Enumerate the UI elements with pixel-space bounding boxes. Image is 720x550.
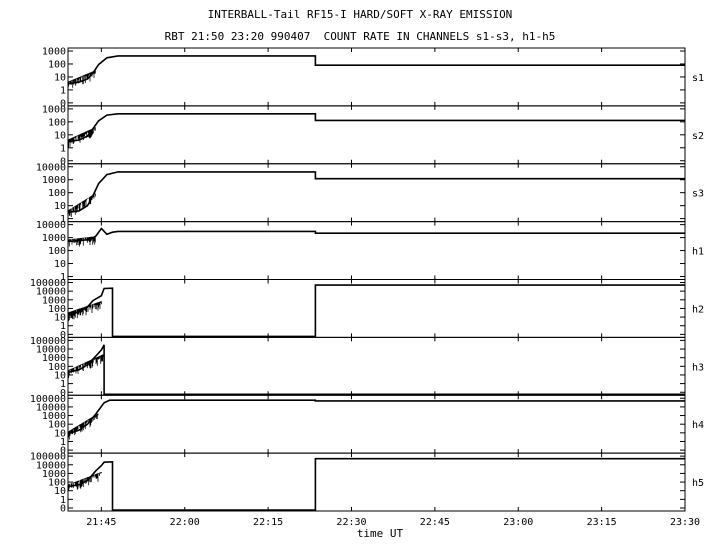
y-tick-label: 0 (60, 156, 66, 167)
x-tick-label: 22:00 (170, 517, 200, 528)
y-tick-label: 10 (54, 370, 66, 381)
y-tick-label: 100 (48, 59, 66, 70)
y-tick-label: 0 (60, 388, 66, 399)
panel-frame (67, 279, 686, 338)
panel-h1: 10000 1000 100 10 1 h1 (36, 220, 704, 283)
panel-label-s3: s3 (692, 189, 704, 200)
panel-frame (67, 221, 686, 280)
series-noise-s1 (67, 70, 96, 88)
x-axis-label: time UT (356, 527, 404, 540)
y-tick-label: 0 (60, 504, 66, 515)
series-noise-h2 (67, 301, 102, 321)
series-line-s3 (67, 171, 685, 214)
y-tick-label: 1 (60, 143, 66, 154)
y-tick-label: 1 (60, 214, 66, 225)
y-tick-label: 10000 (36, 220, 66, 231)
y-tick-label: 100 (48, 117, 66, 128)
panel-s3: 10000 1000 100 10 1 s3 (36, 162, 704, 225)
y-tick-label: 1000 (42, 233, 66, 244)
series-line-h1 (67, 227, 685, 243)
y-tick-label: 100 (48, 188, 66, 199)
panel-label-h3: h3 (692, 362, 704, 373)
y-tick-label: 100 (48, 304, 66, 315)
y-tick-label: 10000 (36, 460, 66, 471)
y-tick-label: 1000 (42, 469, 66, 480)
y-tick-label: 1 (60, 379, 66, 390)
panel-label-h5: h5 (692, 478, 704, 489)
x-tick-label: 23:15 (587, 517, 617, 528)
y-tick-label: 100 (48, 478, 66, 489)
x-tick-label: 23:30 (670, 517, 700, 528)
y-tick-label: 1 (60, 85, 66, 96)
series-noise-s3 (67, 193, 96, 217)
chart-subtitle: RBT 21:50 23:20 990407 COUNT RATE IN CHA… (164, 30, 556, 43)
panel-frame (67, 336, 686, 396)
x-tick-label: 23:00 (503, 517, 533, 528)
y-tick-label: 1000 (42, 411, 66, 422)
y-tick-label: 10 (54, 313, 66, 324)
y-tick-label: 1 (60, 321, 66, 332)
x-tick-label: 22:30 (336, 517, 366, 528)
panel-label-h1: h1 (692, 247, 704, 258)
panel-frame (67, 452, 686, 512)
y-tick-label: 0 (60, 330, 66, 341)
y-tick-label: 10000 (36, 287, 66, 298)
y-tick-label: 10 (54, 72, 66, 83)
y-tick-label: 1000 (42, 175, 66, 186)
series-line-h5 (67, 457, 685, 511)
y-tick-label: 100 (48, 246, 66, 257)
series-noise-s2 (67, 127, 96, 148)
panel-frame (67, 394, 686, 454)
series-line-s1 (67, 55, 685, 85)
series-noise-h1 (67, 236, 96, 247)
chart-title: INTERBALL-Tail RF15-I HARD/SOFT X-RAY EM… (207, 8, 513, 21)
series-noise-h3 (67, 353, 105, 379)
y-tick-label: 1000 (42, 47, 66, 58)
y-tick-label: 10000 (36, 162, 66, 173)
y-tick-label: 1000 (42, 353, 66, 364)
series-line-s2 (67, 113, 685, 143)
series-line-h4 (67, 399, 685, 435)
y-tick-label: 100000 (30, 336, 66, 347)
y-tick-label: 0 (60, 446, 66, 457)
y-tick-label: 1 (60, 272, 66, 283)
x-tick-label: 21:45 (86, 517, 116, 528)
y-tick-label: 0 (60, 98, 66, 109)
y-tick-label: 10000 (36, 402, 66, 413)
y-tick-label: 10 (54, 130, 66, 141)
y-tick-label: 100000 (30, 452, 66, 463)
panel-label-s1: s1 (692, 73, 704, 84)
y-tick-label: 100000 (30, 278, 66, 289)
y-tick-label: 1000 (42, 104, 66, 115)
series-noise-h4 (67, 413, 99, 440)
panel-label-s2: s2 (692, 131, 704, 142)
y-tick-label: 10 (54, 201, 66, 212)
panel-label-h2: h2 (692, 304, 704, 315)
x-tick-label: 22:15 (253, 517, 283, 528)
y-tick-label: 1 (60, 495, 66, 506)
y-tick-label: 100000 (30, 394, 66, 405)
series-line-h3 (67, 344, 685, 396)
y-tick-label: 1000 (42, 295, 66, 306)
series-line-h2 (67, 284, 685, 338)
y-tick-label: 100 (48, 362, 66, 373)
panel-label-h4: h4 (692, 420, 704, 431)
y-tick-label: 10 (54, 428, 66, 439)
y-tick-label: 1 (60, 437, 66, 448)
y-tick-label: 10 (54, 486, 66, 497)
y-tick-label: 10000 (36, 345, 66, 356)
y-tick-label: 100 (48, 420, 66, 431)
y-tick-label: 10 (54, 259, 66, 270)
x-tick-label: 22:45 (420, 517, 450, 528)
